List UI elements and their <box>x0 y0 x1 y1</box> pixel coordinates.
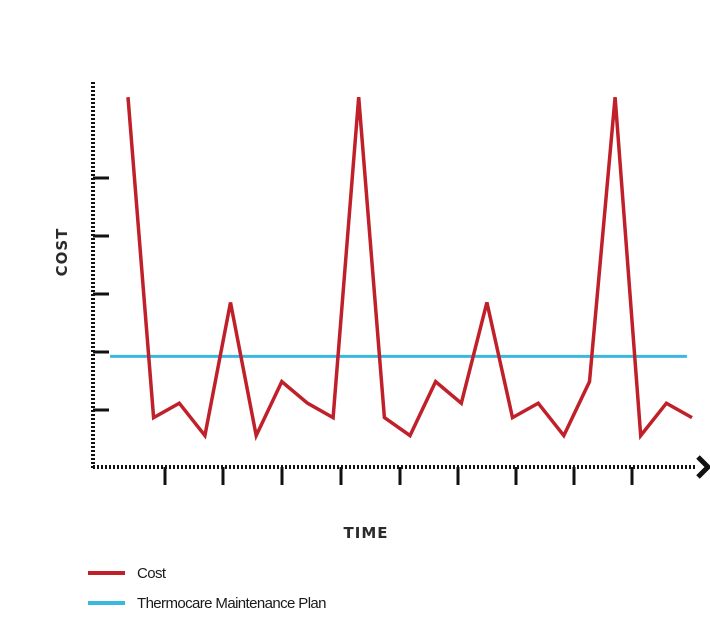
chart-legend: Cost Thermocare Maintenance Plan <box>88 558 327 618</box>
series-layer <box>110 97 693 442</box>
x-axis-arrow-icon <box>696 455 710 479</box>
legend-item-cost: Cost <box>88 558 326 588</box>
y-axis-title: COST <box>53 228 71 277</box>
legend-swatch-cost <box>88 571 125 575</box>
legend-swatch-maintenance-plan <box>88 601 125 605</box>
legend-label-cost: Cost <box>137 564 166 582</box>
x-axis <box>93 455 710 485</box>
legend-label-maintenance-plan: Thermocare Maintenance Plan <box>137 594 327 612</box>
y-axis <box>91 82 109 468</box>
series-line-cost <box>126 97 693 442</box>
legend-item-maintenance-plan: Thermocare Maintenance Plan <box>88 588 327 618</box>
x-axis-title: TIME <box>344 524 389 542</box>
